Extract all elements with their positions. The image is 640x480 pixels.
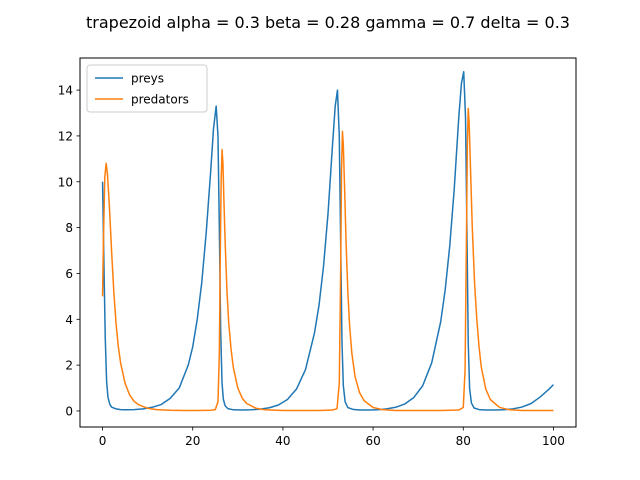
y-tick-label: 0	[65, 404, 73, 418]
x-tick-label: 60	[365, 434, 380, 448]
chart-title: trapezoid alpha = 0.3 beta = 0.28 gamma …	[86, 13, 570, 32]
x-tick-label: 100	[542, 434, 565, 448]
plot-lines	[101, 71, 554, 412]
x-tick-label: 40	[275, 434, 290, 448]
legend-box	[86, 64, 208, 113]
y-axis: 0 2 4 6 8 10 12 14	[58, 84, 80, 418]
y-tick-label: 6	[65, 267, 73, 281]
x-tick-label: 20	[185, 434, 200, 448]
y-tick-label: 14	[58, 84, 73, 98]
legend-label-preys: preys	[131, 72, 164, 86]
x-axis: 0 20 40 60 80 100	[99, 427, 565, 448]
y-tick-label: 10	[58, 175, 73, 189]
x-tick-label: 80	[456, 434, 471, 448]
legend-label-predators: predators	[131, 93, 189, 107]
y-tick-label: 8	[65, 221, 73, 235]
y-tick-label: 2	[65, 359, 73, 373]
axes-frame	[79, 57, 577, 428]
series-line-predators	[101, 107, 554, 412]
y-tick-label: 12	[58, 129, 73, 143]
y-tick-label: 4	[65, 313, 73, 327]
series-line-preys	[101, 71, 554, 411]
x-tick-label: 0	[99, 434, 107, 448]
legend: preys predators	[86, 64, 208, 113]
